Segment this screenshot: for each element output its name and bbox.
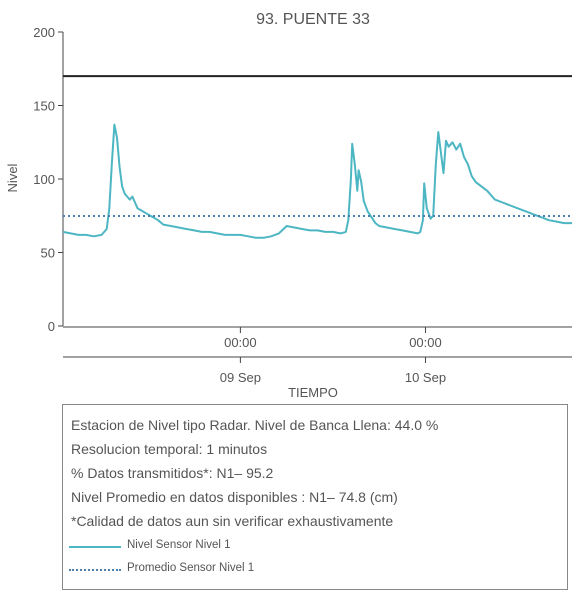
- legend-label-average: Promedio Sensor Nivel 1: [127, 562, 255, 574]
- y-axis-label: Nivel: [5, 163, 20, 192]
- x-axis-label: TIEMPO: [288, 385, 338, 400]
- level-chart: 93. PUENTE 33 Nivel TIEMPO 0 50 100 150 200 0…: [5, 11, 572, 400]
- legend-swatch-average: [69, 569, 121, 571]
- legend-swatch-sensor: [69, 546, 121, 548]
- y-tick-label: 200: [33, 25, 55, 40]
- y-tick-label: 150: [33, 99, 55, 114]
- info-box: Estacion de Nivel tipo Radar. Nivel de B…: [62, 404, 568, 590]
- x-tick-time-label: 00:00: [409, 335, 442, 350]
- y-tick-label: 50: [41, 246, 55, 261]
- chart-title: 93. PUENTE 33: [256, 11, 370, 28]
- info-temporal-resolution: Resolucion temporal: 1 minutos: [71, 441, 268, 457]
- x-tick-date-label: 10 Sep: [405, 370, 446, 385]
- y-tick-label: 0: [48, 319, 55, 334]
- x-tick-time-label: 00:00: [224, 335, 257, 350]
- info-quality-note: *Calidad de datos aun sin verificar exha…: [71, 513, 394, 529]
- info-station-type: Estacion de Nivel tipo Radar. Nivel de B…: [71, 417, 439, 433]
- x-tick-date-label: 09 Sep: [220, 370, 261, 385]
- y-tick-label: 100: [33, 172, 55, 187]
- info-data-transmitted: % Datos transmitidos*: N1– 95.2: [71, 465, 274, 481]
- series-line-sensor: [62, 123, 572, 239]
- legend-label-sensor: Nivel Sensor Nivel 1: [127, 539, 231, 551]
- info-average-level: Nivel Promedio en datos disponibles : N1…: [71, 489, 398, 505]
